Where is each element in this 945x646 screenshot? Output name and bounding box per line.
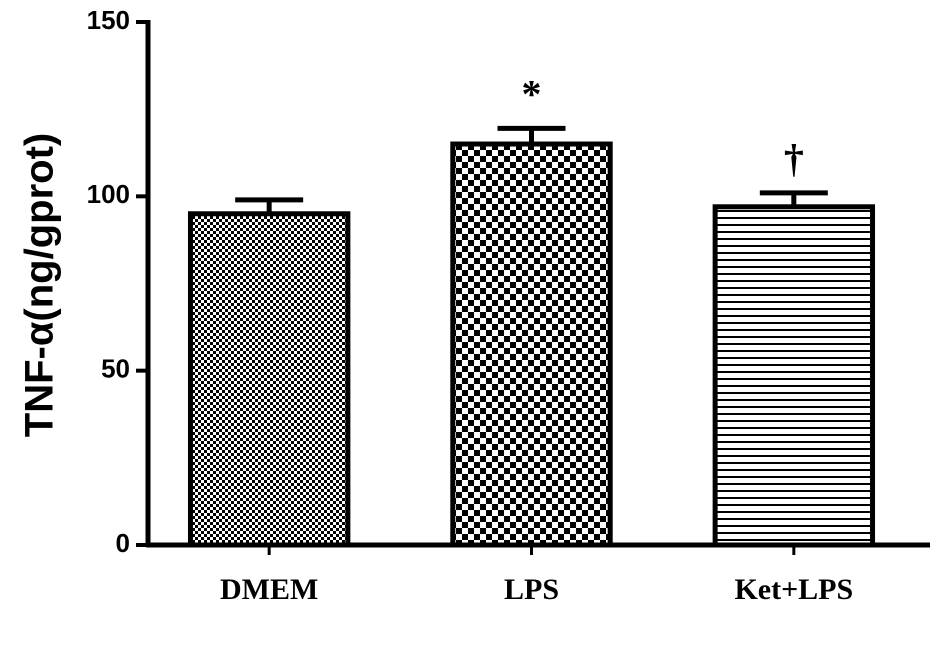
- y-axis-label: TNF-α(ng/gprot): [18, 133, 62, 437]
- y-tick-label: 100: [87, 179, 130, 209]
- x-tick-label: LPS: [504, 573, 559, 606]
- y-tick-label: 0: [116, 528, 130, 558]
- y-tick-label: 150: [87, 5, 130, 35]
- x-tick-label: Ket+LPS: [734, 573, 853, 606]
- x-tick-label: DMEM: [220, 573, 318, 606]
- bar: [450, 141, 613, 548]
- y-tick-label: 50: [101, 354, 130, 384]
- significance-mark: *: [522, 72, 542, 117]
- bar: [187, 211, 351, 548]
- significance-mark: †: [784, 136, 804, 181]
- bar: [712, 204, 876, 548]
